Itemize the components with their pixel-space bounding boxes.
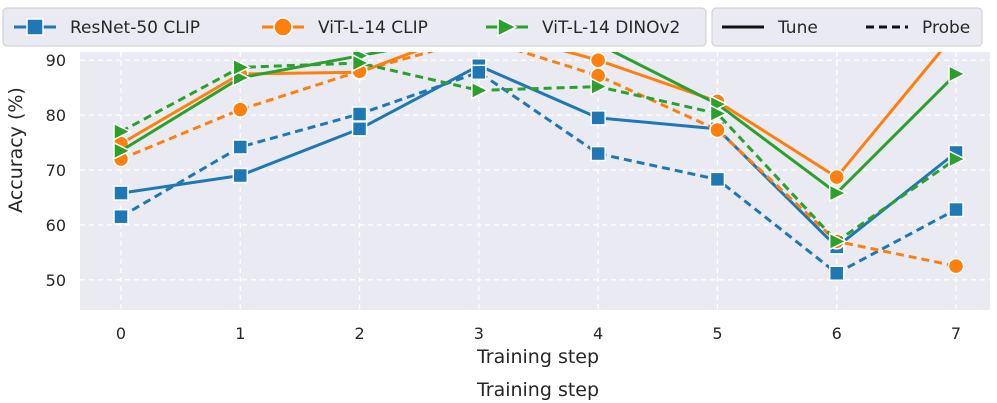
point-vit-l-14-clip-tune-4 xyxy=(589,52,607,69)
point-vit-l-14-clip-probe-7 xyxy=(947,257,965,275)
x-tick-label-0: 0 xyxy=(116,324,126,343)
y-axis-label: Accuracy (%) xyxy=(5,87,27,213)
x-axis-label-repeat: Training step xyxy=(476,379,599,401)
point-vit-l-14-dinov2-probe-4 xyxy=(590,77,609,96)
series-line-resnet-50-clip-probe xyxy=(120,70,957,275)
point-resnet-50-clip-tune-2 xyxy=(351,121,368,137)
series-group xyxy=(112,52,967,281)
legend-box-styles xyxy=(711,7,983,47)
point-vit-l-14-dinov2-probe-5 xyxy=(709,104,729,123)
y-tick-label-60: 60 xyxy=(46,216,66,235)
point-vit-l-14-dinov2-probe-7 xyxy=(948,149,967,169)
legend-label-probe: Probe xyxy=(922,18,970,38)
legend-label-dinov2: ViT-L-14 DINOv2 xyxy=(542,18,680,38)
point-vit-l-14-dinov2-tune-7 xyxy=(948,64,967,84)
series-vit-l-14-dinov2-tune xyxy=(113,52,967,203)
point-vit-l-14-dinov2-probe-2 xyxy=(351,53,371,73)
point-resnet-50-clip-probe-6 xyxy=(828,265,845,281)
legend-marker-vit-clip-circle xyxy=(273,17,293,37)
point-vit-l-14-clip-tune-6 xyxy=(828,168,845,186)
series-line-resnet-50-clip-tune xyxy=(120,64,957,249)
x-axis-label: Training step xyxy=(476,346,599,368)
legend-label-tune: Tune xyxy=(777,18,818,38)
point-resnet-50-clip-tune-0 xyxy=(113,185,129,201)
legend-label-resnet: ResNet-50 CLIP xyxy=(70,18,200,38)
series-resnet-50-clip-tune xyxy=(113,57,964,255)
y-tick-label-70: 70 xyxy=(46,161,66,180)
x-tick-label-5: 5 xyxy=(712,324,722,343)
point-vit-l-14-clip-probe-1 xyxy=(232,101,249,118)
series-line-vit-l-14-dinov2-tune xyxy=(120,52,958,195)
point-vit-l-14-dinov2-probe-3 xyxy=(471,81,490,100)
series-resnet-50-clip-probe xyxy=(113,64,964,281)
point-vit-l-14-dinov2-probe-0 xyxy=(113,122,132,141)
point-vit-l-14-dinov2-probe-1 xyxy=(232,58,251,77)
point-vit-l-14-clip-probe-5 xyxy=(709,121,726,139)
x-tick-label-7: 7 xyxy=(951,324,961,343)
point-resnet-50-clip-tune-4 xyxy=(590,110,606,126)
point-resnet-50-clip-tune-1 xyxy=(232,167,249,184)
x-tick-label-6: 6 xyxy=(832,324,842,343)
legend-box-models xyxy=(2,7,707,47)
y-tick-label-50: 50 xyxy=(46,271,66,290)
point-resnet-50-clip-probe-1 xyxy=(232,139,249,155)
point-vit-l-14-dinov2-tune-0 xyxy=(113,141,132,161)
legend-marker-dinov2-triangle xyxy=(497,16,518,38)
point-resnet-50-clip-probe-2 xyxy=(351,106,368,122)
point-resnet-50-clip-probe-4 xyxy=(590,145,606,162)
legend-marker-resnet-square xyxy=(26,18,44,36)
series-line-vit-l-14-clip-probe xyxy=(120,52,957,268)
legend-label-vit-clip: ViT-L-14 CLIP xyxy=(318,18,428,38)
series-vit-l-14-dinov2-probe xyxy=(113,53,967,251)
x-tick-label-1: 1 xyxy=(235,324,245,343)
point-resnet-50-clip-probe-0 xyxy=(113,208,129,225)
x-tick-label-4: 4 xyxy=(593,324,603,343)
point-resnet-50-clip-probe-5 xyxy=(709,171,726,188)
series-line-vit-l-14-dinov2-probe xyxy=(120,61,957,243)
x-tick-label-2: 2 xyxy=(354,324,364,343)
x-tick-label-3: 3 xyxy=(474,324,484,343)
y-tick-label-90: 90 xyxy=(46,51,66,70)
legend: ResNet-50 CLIP ViT-L-14 CLIP ViT-L-14 DI… xyxy=(2,7,983,47)
point-resnet-50-clip-probe-3 xyxy=(471,64,487,81)
axis-ticks: 0 1 2 3 4 5 6 7 50 60 70 80 90 xyxy=(46,51,961,343)
point-vit-l-14-dinov2-probe-6 xyxy=(828,232,848,251)
point-resnet-50-clip-probe-7 xyxy=(948,201,964,218)
point-vit-l-14-dinov2-tune-6 xyxy=(828,183,848,203)
y-tick-label-80: 80 xyxy=(46,106,66,125)
